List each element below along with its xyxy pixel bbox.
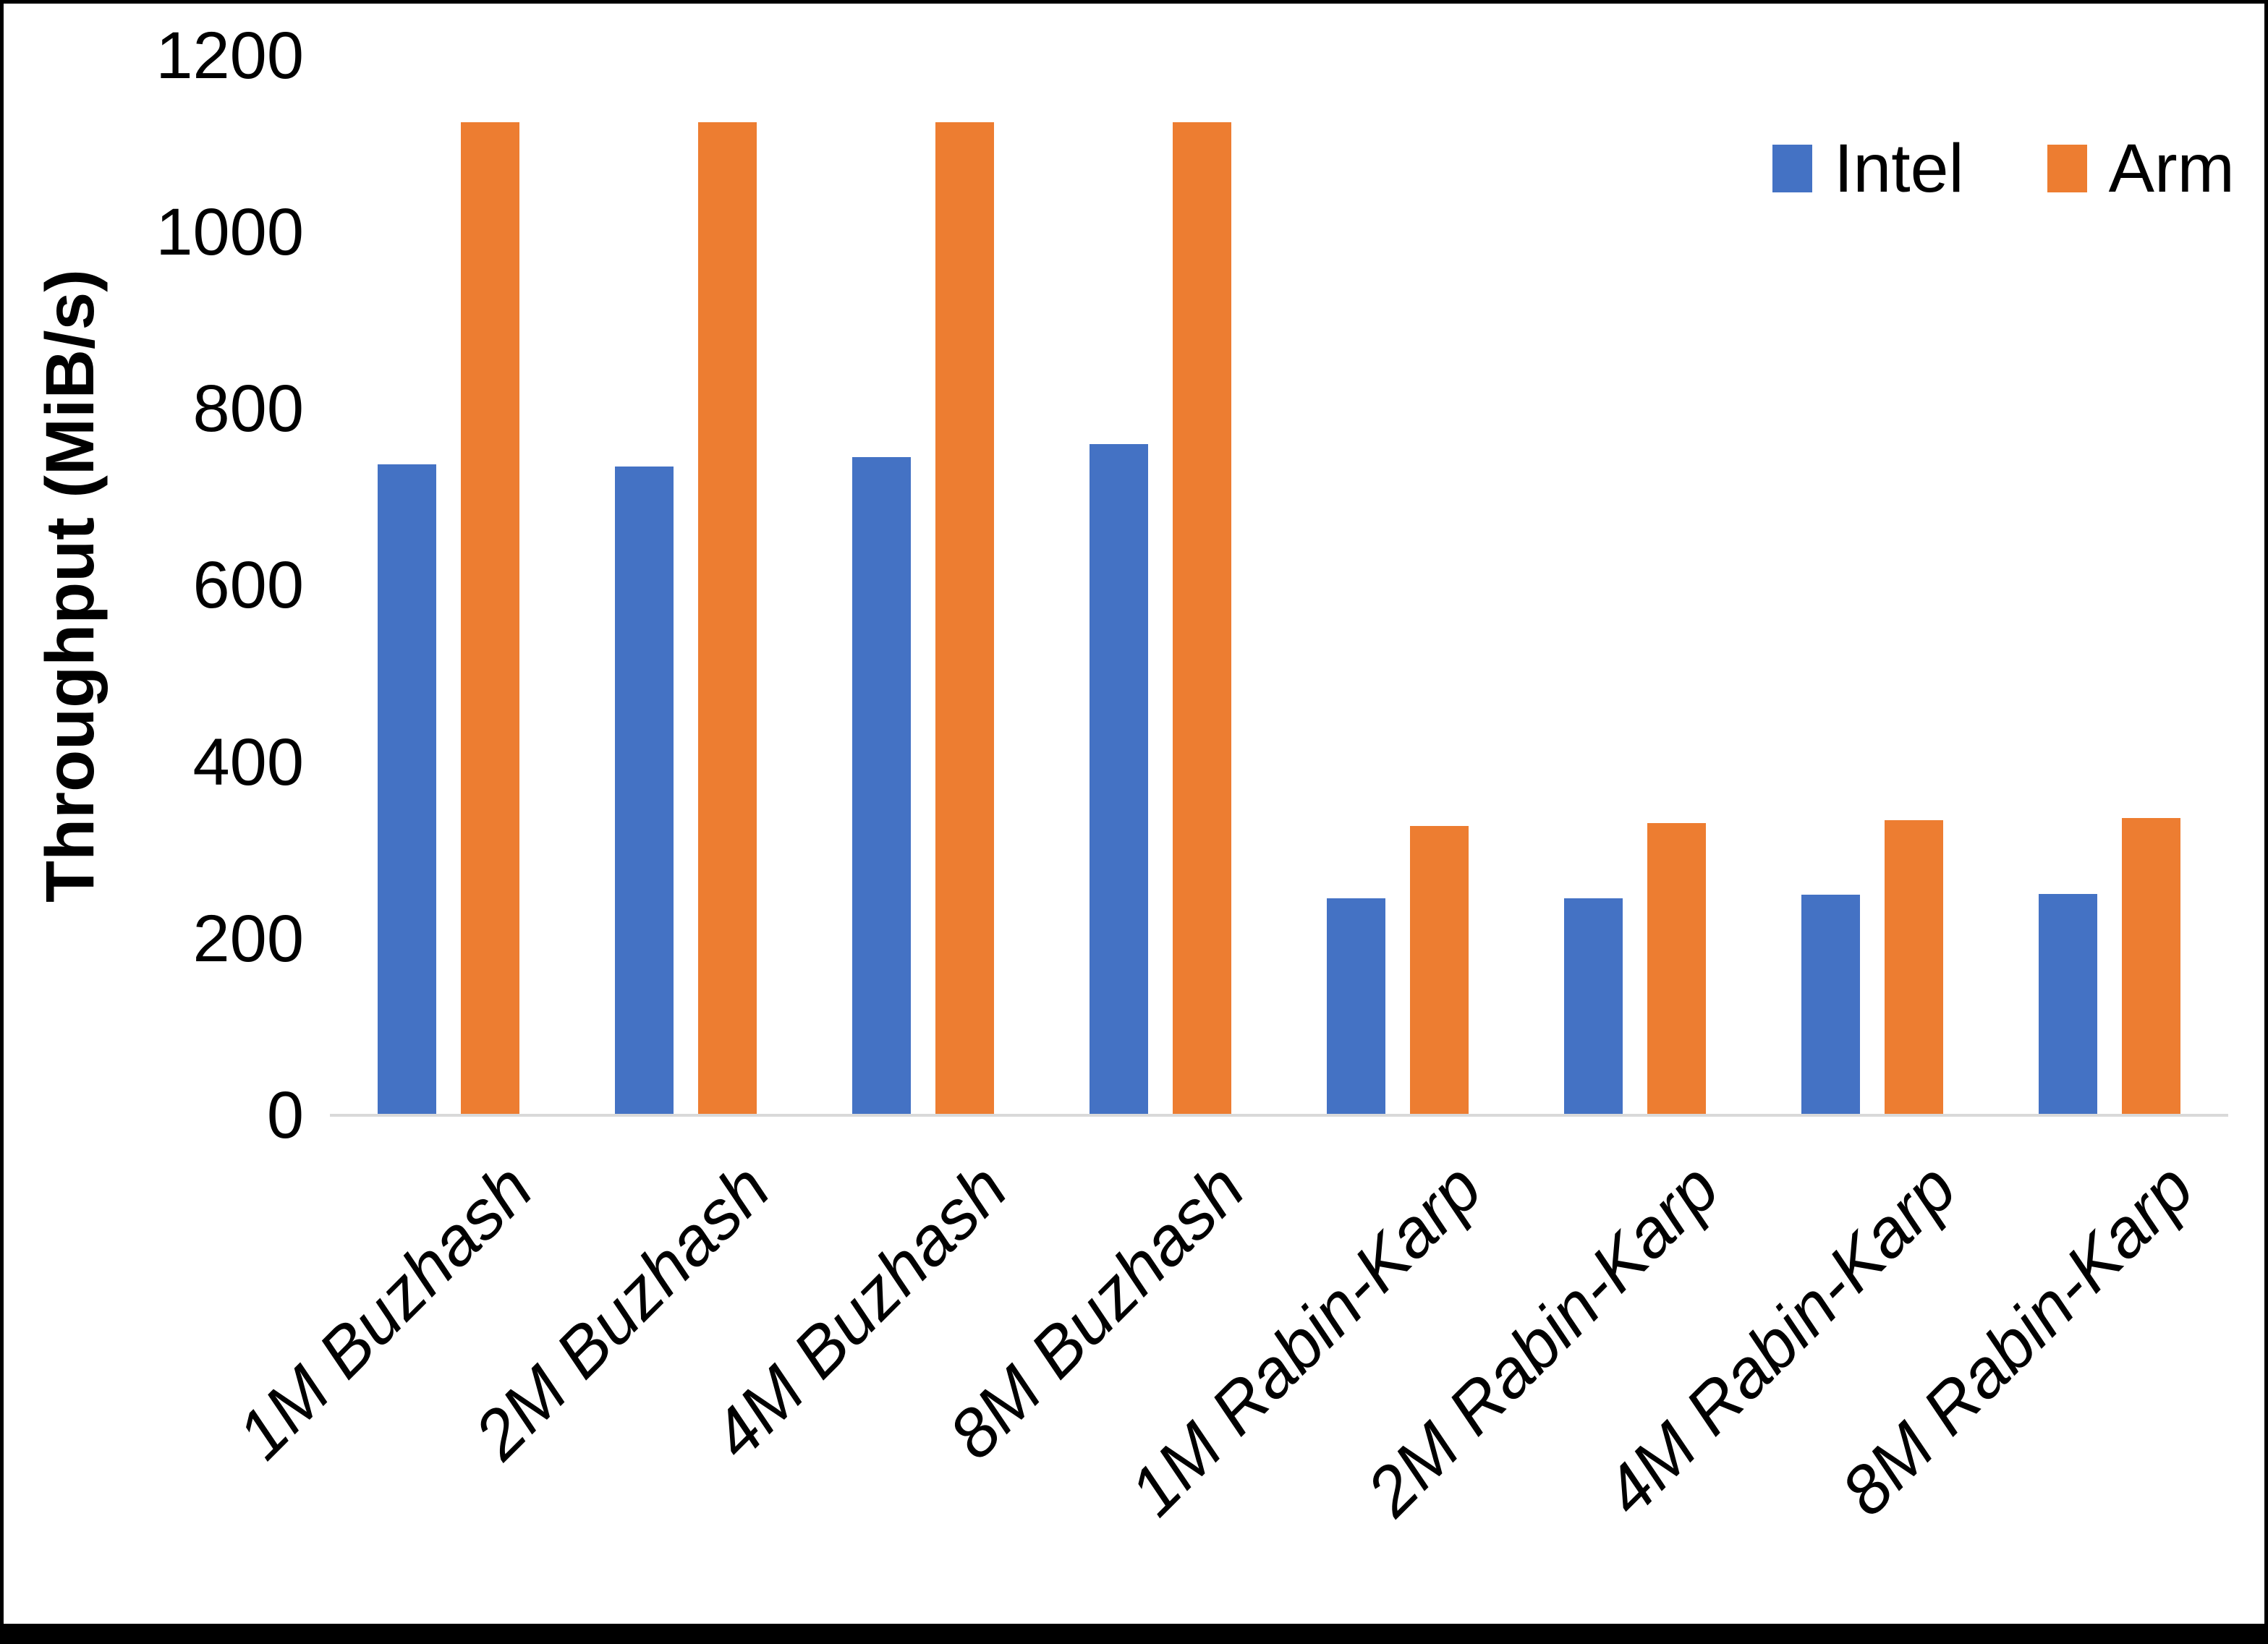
bar-arm-4	[1173, 122, 1231, 1115]
y-tick-label: 600	[192, 548, 305, 622]
y-tick-label: 0	[266, 1078, 304, 1152]
bar-intel-2	[615, 467, 674, 1115]
bar-group	[804, 56, 1042, 1115]
bar-group	[330, 56, 567, 1115]
legend: Intel Arm	[1772, 132, 2235, 205]
legend-label-arm: Arm	[2108, 130, 2235, 207]
bar-arm-2	[698, 122, 757, 1115]
bar-intel-6	[1564, 898, 1623, 1115]
bar-intel-3	[852, 457, 911, 1115]
legend-item-intel: Intel	[1772, 132, 1964, 205]
bar-arm-1	[461, 122, 519, 1115]
legend-label-intel: Intel	[1834, 130, 1964, 207]
bar-group	[1516, 56, 1754, 1115]
y-tick-label: 1000	[156, 195, 304, 269]
bar-arm-3	[935, 122, 994, 1115]
y-tick-label: 200	[192, 902, 305, 976]
bar-arm-8	[2122, 818, 2180, 1115]
bar-group	[567, 56, 804, 1115]
bar-arm-7	[1885, 820, 1943, 1115]
bar-group	[1042, 56, 1279, 1115]
bar-groups	[330, 56, 2228, 1115]
bar-group	[1279, 56, 1516, 1115]
y-tick-label: 800	[192, 372, 305, 446]
bar-intel-8	[2039, 894, 2097, 1115]
y-tick-label: 400	[192, 725, 305, 799]
bar-arm-5	[1410, 826, 1469, 1115]
bar-group	[1991, 56, 2228, 1115]
plot-area	[330, 56, 2228, 1117]
intel-series-swatch-icon	[1772, 145, 1812, 192]
bar-group	[1754, 56, 1991, 1115]
bar-intel-5	[1327, 898, 1385, 1115]
arm-series-swatch-icon	[2047, 145, 2087, 192]
bar-arm-6	[1647, 823, 1706, 1115]
bar-intel-7	[1801, 895, 1860, 1115]
bar-intel-4	[1090, 444, 1148, 1115]
legend-item-arm: Arm	[2047, 132, 2235, 205]
y-tick-label: 1200	[156, 19, 304, 93]
bar-intel-1	[378, 464, 436, 1115]
